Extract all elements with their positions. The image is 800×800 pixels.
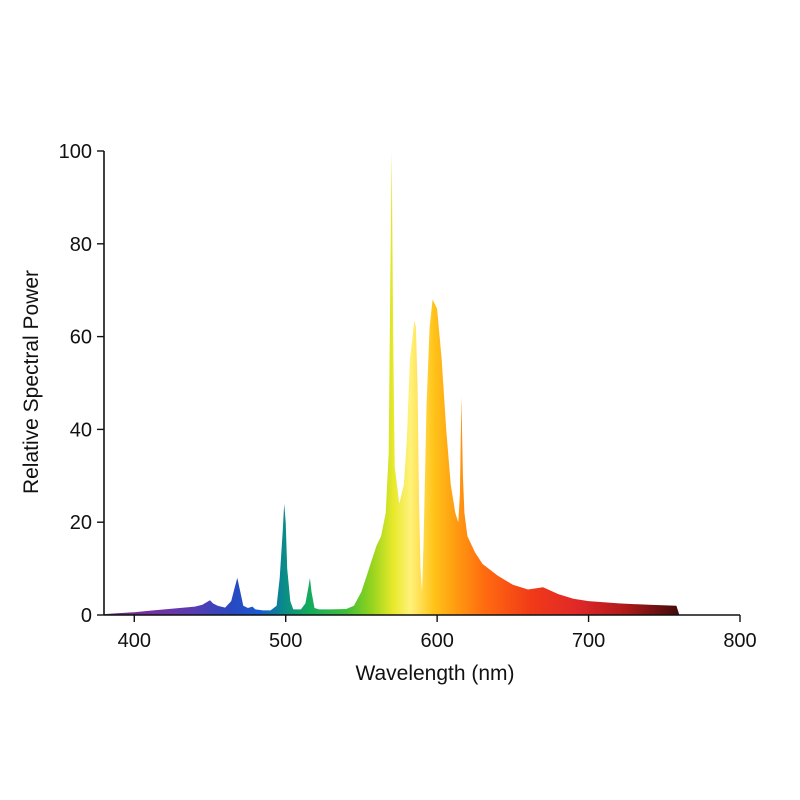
x-tick-label: 800 [723, 630, 756, 652]
y-tick-label: 100 [59, 141, 92, 163]
plot-area [104, 151, 680, 615]
y-tick-label: 60 [70, 327, 92, 349]
y-tick-label: 0 [81, 605, 92, 627]
x-tick-label: 500 [269, 630, 302, 652]
x-tick-label: 400 [118, 630, 151, 652]
y-axis-title: Relative Spectral Power [20, 270, 43, 494]
y-tick-label: 40 [70, 419, 92, 441]
y-tick-label: 80 [70, 234, 92, 256]
x-axis-title: Wavelength (nm) [355, 662, 514, 685]
axes: 400 500 600 700 800 0 20 40 60 80 100 [59, 141, 757, 652]
x-tick-label: 700 [572, 630, 605, 652]
spectrum-area-0 [104, 151, 680, 615]
x-tick-label: 600 [420, 630, 453, 652]
y-tick-label: 20 [70, 512, 92, 534]
